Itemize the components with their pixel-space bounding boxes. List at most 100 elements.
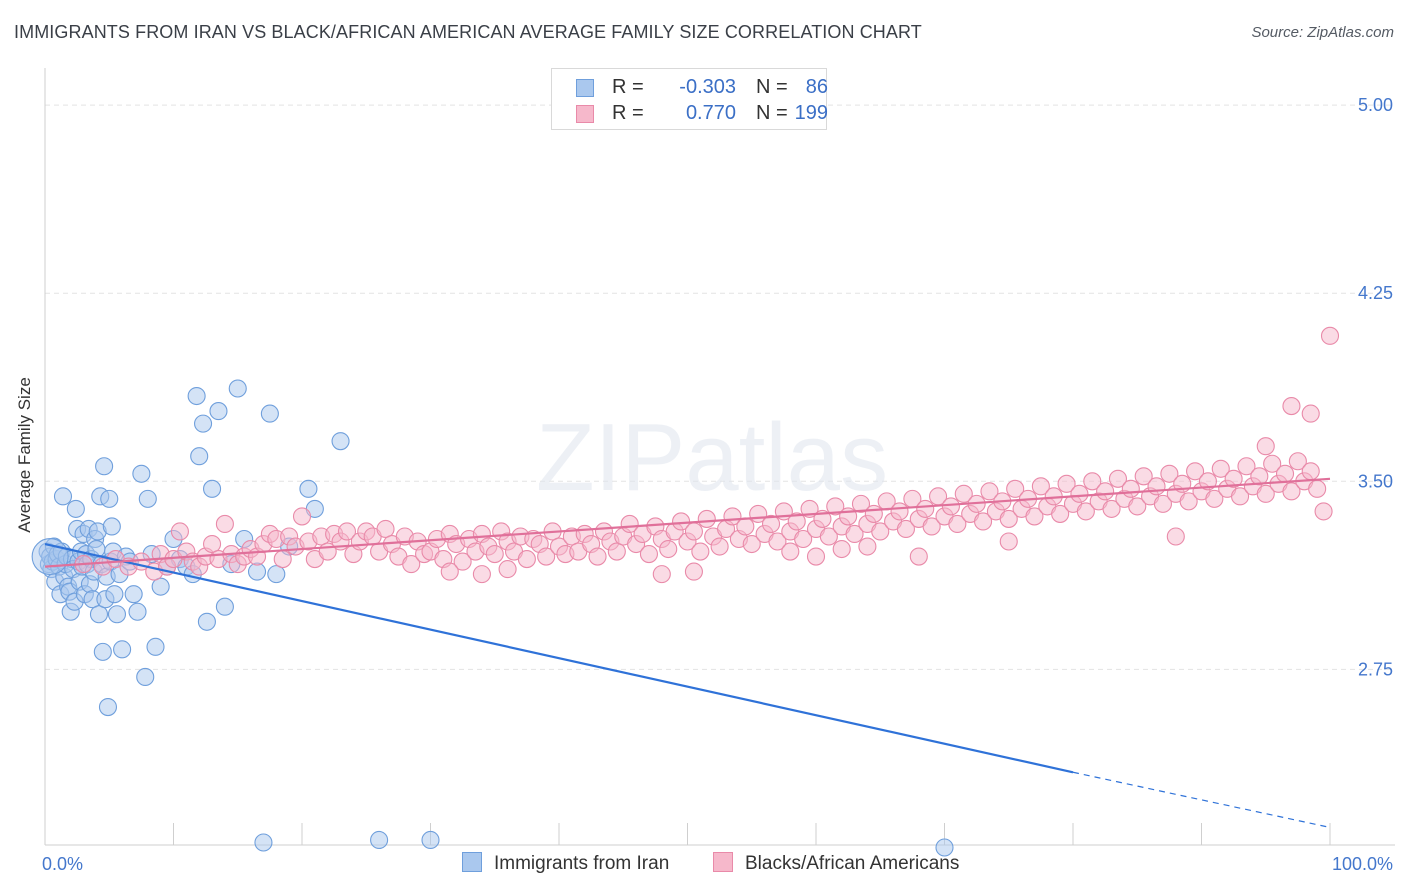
point-black [485,544,504,564]
y-tick-label: 5.00 [1358,95,1393,115]
point-black [1308,479,1327,498]
point-black [498,560,517,579]
point-iran [95,457,114,476]
legend-swatch-black [713,852,733,872]
point-black [1051,504,1070,523]
legend-n-label: N = [756,102,788,124]
point-iran [370,830,389,850]
point-black [1198,472,1217,491]
point-black [1224,469,1243,488]
point-black [1076,502,1095,521]
point-iran [89,605,109,624]
legend-label-black: Blacks/African Americans [745,853,960,874]
point-black [1231,487,1250,506]
legend-swatch-iran [576,79,594,97]
point-black [916,499,935,518]
legend-r-label: R = [612,76,644,98]
point-black [376,519,395,539]
point-black [948,514,967,534]
point-black [684,562,703,581]
point-iran [228,379,247,398]
point-iran [194,414,213,433]
point-black [794,529,813,549]
point-black [890,502,909,521]
point-black [896,519,916,539]
point-black [819,527,838,546]
point-black [1166,527,1185,546]
point-black [973,512,993,531]
legend-item-iran: Immigrants from Iran [462,852,669,875]
point-black [1128,497,1147,516]
trend-lines [44,477,1331,829]
point-iran [128,602,147,621]
point-black [1237,457,1256,476]
point-black [1096,482,1115,501]
point-iran [132,464,151,483]
point-black [1282,397,1301,416]
point-iran [107,605,127,624]
point-iran [138,489,157,508]
point-black [845,524,864,544]
point-black [170,522,189,541]
point-black [1320,326,1340,345]
point-black [1070,484,1089,503]
point-black [1282,482,1301,501]
point-iran [331,432,350,451]
point-black [851,494,871,513]
point-black [1121,479,1140,498]
point-black [1153,494,1172,513]
x-tick-label: 0.0% [42,854,83,874]
point-black [980,482,999,501]
point-black [742,534,761,554]
gridlines [45,104,1395,670]
point-black [954,484,973,503]
series-black-points [74,326,1340,584]
point-black [652,565,671,584]
point-black [832,539,851,559]
y-tick-label: 3.50 [1358,471,1393,491]
point-iran [124,585,143,604]
point-black [768,532,787,551]
point-black [273,550,292,569]
point-iran [53,487,73,506]
point-black [710,537,729,556]
point-black [1160,464,1179,483]
point-iran [102,517,121,536]
point-black [781,542,800,561]
point-black [1205,489,1224,508]
point-iran [66,499,85,518]
point-black [736,517,755,536]
point-black [517,550,536,569]
legend-label-iran: Immigrants from Iran [494,853,670,874]
point-black [1025,507,1044,526]
point-black [999,509,1018,528]
point-black [337,522,357,541]
point-iran [187,386,206,406]
point-black [672,512,691,531]
point-black [1288,452,1307,471]
point-iran [260,404,279,423]
point-iran [254,833,273,852]
point-iran [215,597,234,616]
point-black [639,544,659,564]
point-black [1275,464,1295,483]
point-black [1301,462,1320,481]
point-black [607,542,626,561]
trend-line-black [44,477,1331,568]
point-iran [100,489,119,508]
point-iran [190,447,209,466]
point-black [1314,502,1333,521]
trend-line-iran-extension [1072,771,1331,829]
point-iran [151,577,170,596]
point-black [1006,479,1025,498]
legend-n-label: N = [756,76,788,98]
point-black [1108,469,1128,488]
point-black [858,537,877,556]
point-iran [421,830,440,850]
point-iran [267,565,286,584]
point-black [806,547,826,566]
y-tick-label: 4.25 [1358,283,1393,303]
point-iran [209,402,228,421]
point-black [826,497,845,516]
point-black [1134,467,1153,486]
